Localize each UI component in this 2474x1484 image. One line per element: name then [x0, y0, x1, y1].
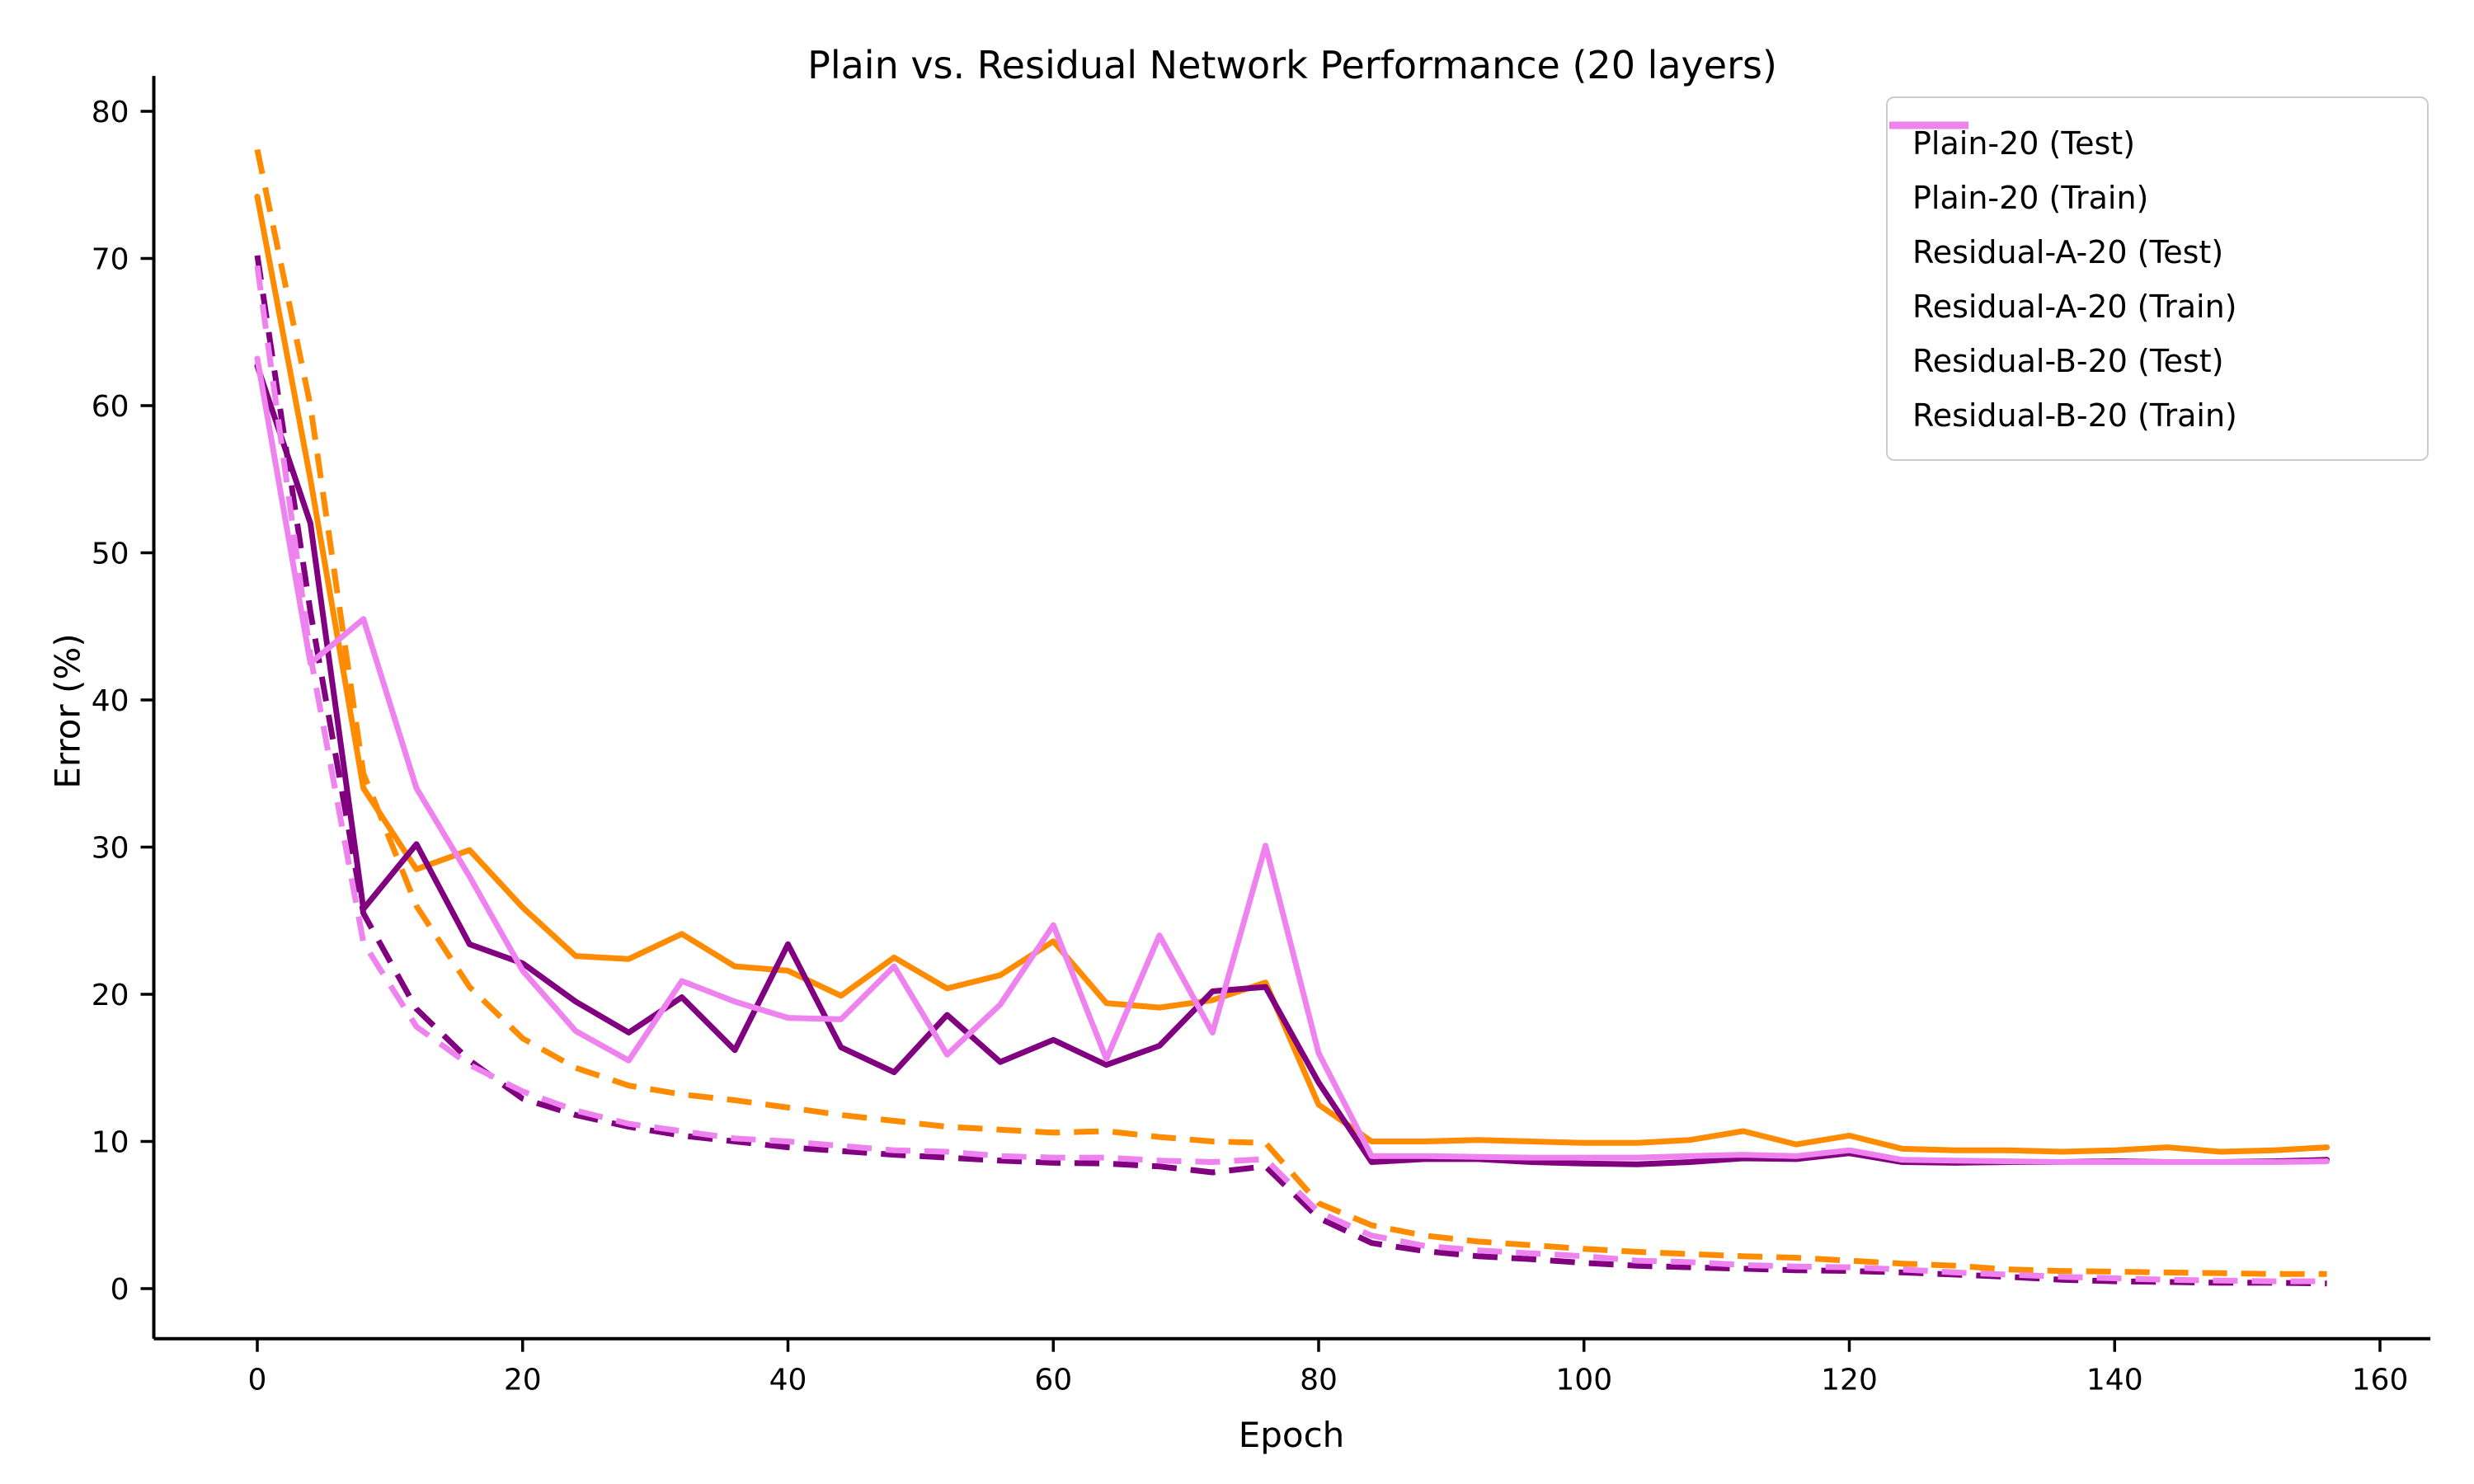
legend-label: Residual-A-20 (Test): [1912, 234, 2224, 270]
y-tick-label: 10: [92, 1126, 129, 1160]
x-tick-label: 60: [1034, 1364, 1072, 1397]
y-tick-label: 20: [92, 979, 129, 1012]
y-tick-label: 60: [92, 390, 129, 424]
legend-line-swatch: [1889, 121, 1968, 129]
y-tick-label: 0: [111, 1273, 129, 1307]
y-tick-label: 40: [92, 684, 129, 718]
x-tick-label: 120: [1821, 1364, 1878, 1397]
axes-layer: 0 10 20 30 40 50 60 70 80 0 20 40 60 80 100 120 140 160: [92, 76, 2431, 1397]
legend-item: Residual-B-20 (Train): [1889, 121, 2427, 443]
x-axis-label: Epoch: [1238, 1415, 1345, 1455]
legend-item: Residual-A-20 (Train): [1889, 121, 2427, 334]
y-tick-label: 30: [92, 832, 129, 866]
x-tick-label: 20: [504, 1364, 542, 1397]
legend-item: Plain-20 (Test): [1889, 116, 2427, 171]
series-line-plain-20-train: [254, 148, 2327, 1277]
x-tick-label: 160: [2352, 1364, 2409, 1397]
y-tick-label: 80: [92, 96, 129, 129]
legend-label: Residual-A-20 (Train): [1912, 289, 2237, 325]
y-tick-label: 50: [92, 538, 129, 571]
series-line-residual-b-20-test: [254, 355, 2331, 1165]
x-tick-label: 80: [1300, 1364, 1338, 1397]
x-tick-label: 140: [2086, 1364, 2143, 1397]
legend-label: Plain-20 (Test): [1912, 125, 2136, 162]
legend-label: Residual-B-20 (Train): [1912, 397, 2237, 434]
legend-item: Plain-20 (Train): [1889, 121, 2427, 225]
y-tick-label: 70: [92, 243, 129, 277]
chart-title: Plain vs. Residual Network Performance (…: [807, 43, 1777, 87]
series-layer: [254, 148, 2331, 1287]
series-line-residual-b-20-train: [254, 265, 2327, 1284]
series-line-plain-20-test: [254, 194, 2331, 1155]
x-tick-label: 100: [1555, 1364, 1612, 1397]
x-tick-label: 0: [248, 1364, 267, 1397]
x-tick-label: 40: [769, 1364, 807, 1397]
legend-item: Residual-A-20 (Test): [1889, 121, 2427, 279]
legend-label: Residual-B-20 (Test): [1912, 343, 2224, 379]
legend-label: Plain-20 (Train): [1912, 180, 2149, 216]
legend-item: Residual-B-20 (Test): [1889, 121, 2427, 388]
legend: Plain-20 (Test) Plain-20 (Train) Residual-…: [1886, 96, 2429, 461]
